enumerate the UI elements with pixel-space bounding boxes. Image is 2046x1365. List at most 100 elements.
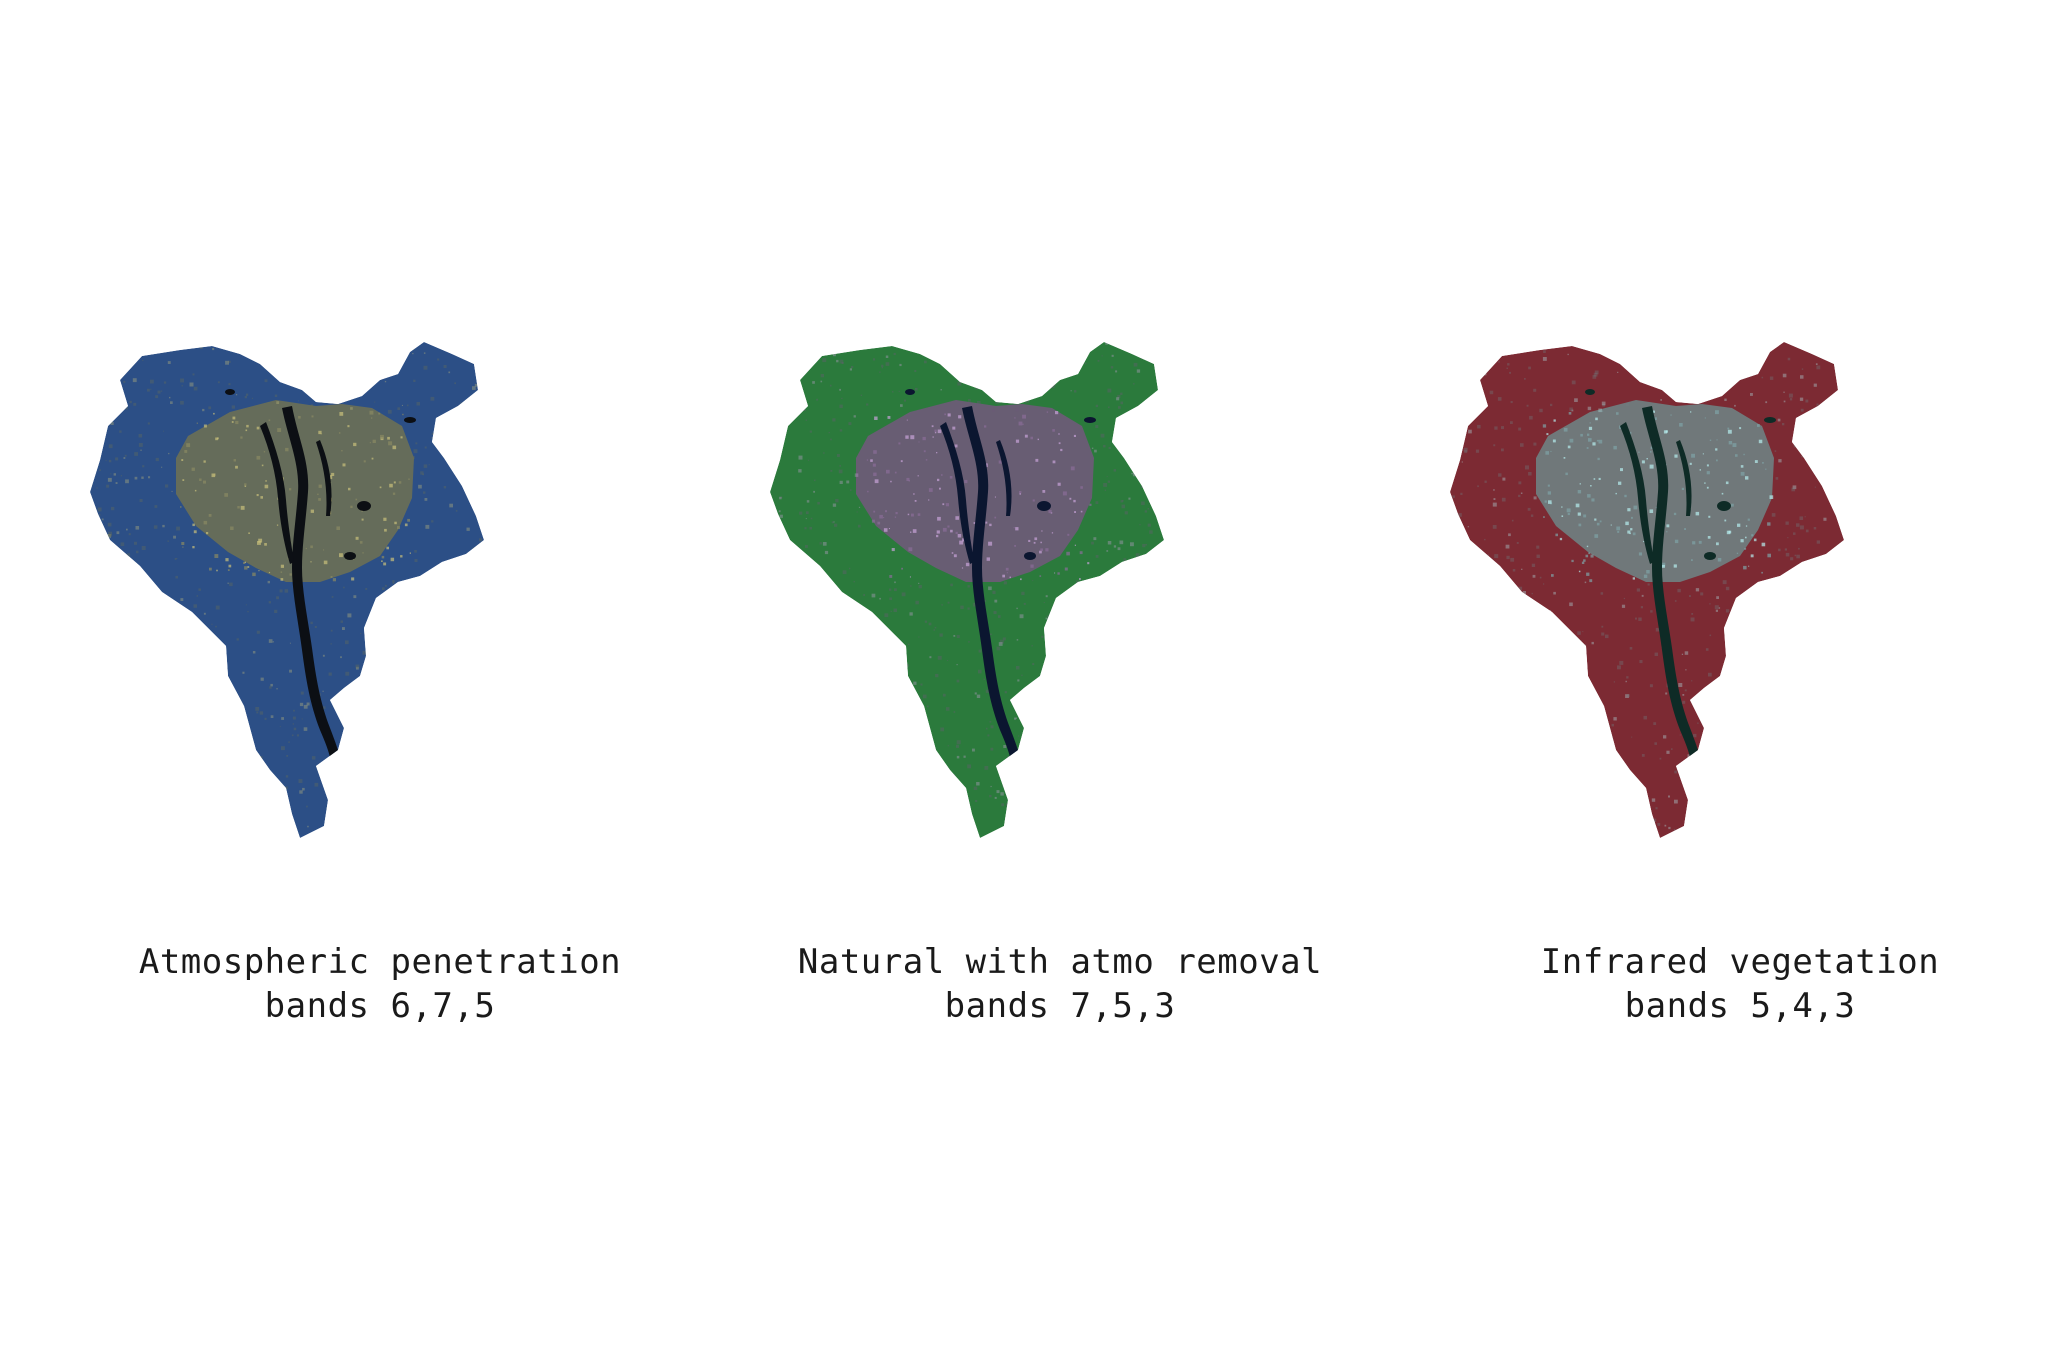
pixel-speckle	[1503, 701, 1507, 706]
pixel-speckle	[1117, 547, 1121, 551]
pixel-speckle	[905, 664, 909, 667]
pixel-speckle	[453, 445, 456, 449]
pixel-speckle	[794, 635, 796, 637]
pixel-speckle	[1071, 621, 1075, 624]
pixel-speckle	[1530, 763, 1534, 766]
pixel-speckle	[187, 703, 191, 707]
pixel-speckle	[94, 340, 95, 341]
pixel-speckle	[111, 780, 114, 783]
pixel-speckle	[1593, 372, 1598, 377]
pixel-speckle	[108, 459, 112, 463]
pixel-speckle	[1613, 445, 1617, 450]
pixel-speckle	[133, 620, 136, 624]
river-branch	[940, 422, 974, 564]
pixel-speckle	[1590, 485, 1592, 487]
pixel-speckle	[167, 753, 171, 756]
pixel-speckle	[431, 809, 435, 813]
pixel-speckle	[1441, 503, 1445, 507]
pixel-speckle	[988, 541, 993, 546]
pixel-speckle	[1586, 545, 1589, 548]
pixel-speckle	[1555, 533, 1558, 537]
pixel-speckle	[1611, 737, 1614, 740]
pixel-speckle	[109, 681, 114, 686]
pixel-speckle	[268, 571, 271, 574]
pixel-speckle	[1827, 761, 1830, 765]
pixel-speckle	[441, 580, 443, 582]
pixel-speckle	[1551, 574, 1554, 577]
pixel-speckle	[130, 750, 132, 752]
pixel-speckle	[200, 787, 204, 791]
pixel-speckle	[1610, 524, 1612, 526]
pixel-speckle	[1543, 516, 1545, 518]
pixel-speckle	[244, 348, 248, 353]
pixel-speckle	[261, 464, 264, 467]
pixel-speckle	[423, 491, 426, 494]
pixel-speckle	[1128, 497, 1131, 500]
pixel-speckle	[1042, 768, 1047, 772]
pixel-speckle	[1784, 609, 1789, 613]
pixel-speckle	[208, 406, 212, 410]
pixel-speckle	[1448, 529, 1449, 530]
pixel-speckle	[135, 714, 138, 717]
pixel-speckle	[1170, 704, 1172, 706]
pixel-speckle	[842, 570, 847, 575]
pixel-speckle	[1176, 709, 1180, 713]
pixel-speckle	[1160, 769, 1164, 773]
pixel-speckle	[1084, 813, 1088, 817]
pixel-speckle	[167, 775, 170, 778]
pixel-speckle	[451, 700, 454, 703]
pixel-speckle	[132, 687, 136, 690]
lake	[1084, 417, 1096, 423]
pixel-speckle	[1461, 461, 1463, 463]
pixel-speckle	[97, 507, 102, 512]
pixel-speckle	[885, 355, 889, 358]
pixel-speckle	[1088, 642, 1092, 646]
pixel-speckle	[874, 416, 878, 420]
pixel-speckle	[1057, 572, 1060, 575]
pixel-speckle	[462, 758, 464, 760]
pixel-speckle	[345, 671, 350, 676]
pixel-speckle	[1781, 759, 1784, 762]
pixel-speckle	[1698, 335, 1701, 338]
pixel-speckle	[885, 362, 890, 366]
lake	[1704, 552, 1716, 560]
pixel-speckle	[1616, 412, 1619, 415]
pixel-speckle	[1039, 384, 1043, 389]
pixel-speckle	[1753, 538, 1757, 542]
pixel-speckle	[1619, 660, 1624, 665]
pixel-speckle	[328, 672, 332, 676]
pixel-speckle	[1588, 438, 1592, 442]
pixel-speckle	[1160, 489, 1164, 493]
pixel-speckle	[1509, 371, 1511, 374]
pixel-speckle	[1442, 545, 1445, 548]
pixel-speckle	[1123, 843, 1125, 845]
pixel-speckle	[343, 586, 345, 589]
pixel-speckle	[1740, 539, 1744, 543]
pixel-speckle	[1817, 775, 1821, 780]
pixel-speckle	[1500, 739, 1504, 744]
pixel-speckle	[1043, 602, 1045, 603]
pixel-speckle	[162, 524, 165, 528]
pixel-speckle	[1014, 717, 1017, 720]
pixel-speckle	[922, 694, 927, 699]
pixel-speckle	[103, 337, 106, 340]
pixel-speckle	[1598, 477, 1601, 480]
pixel-speckle	[830, 469, 833, 472]
pixel-speckle	[1654, 742, 1657, 745]
pixel-speckle	[1040, 541, 1042, 544]
pixel-speckle	[1761, 782, 1765, 786]
pixel-speckle	[491, 621, 492, 622]
pixel-speckle	[1758, 621, 1761, 623]
pixel-speckle	[901, 592, 906, 597]
pixel-speckle	[770, 600, 772, 604]
pixel-speckle	[1625, 694, 1629, 698]
pixel-speckle	[1516, 542, 1519, 544]
pixel-speckle	[1697, 722, 1699, 724]
pixel-speckle	[883, 517, 885, 519]
pixel-speckle	[1814, 486, 1816, 488]
pixel-speckle	[1750, 554, 1754, 558]
pixel-speckle	[941, 604, 943, 606]
pixel-speckle	[1577, 631, 1581, 635]
pixel-speckle	[824, 550, 829, 555]
pixel-speckle	[123, 759, 126, 762]
